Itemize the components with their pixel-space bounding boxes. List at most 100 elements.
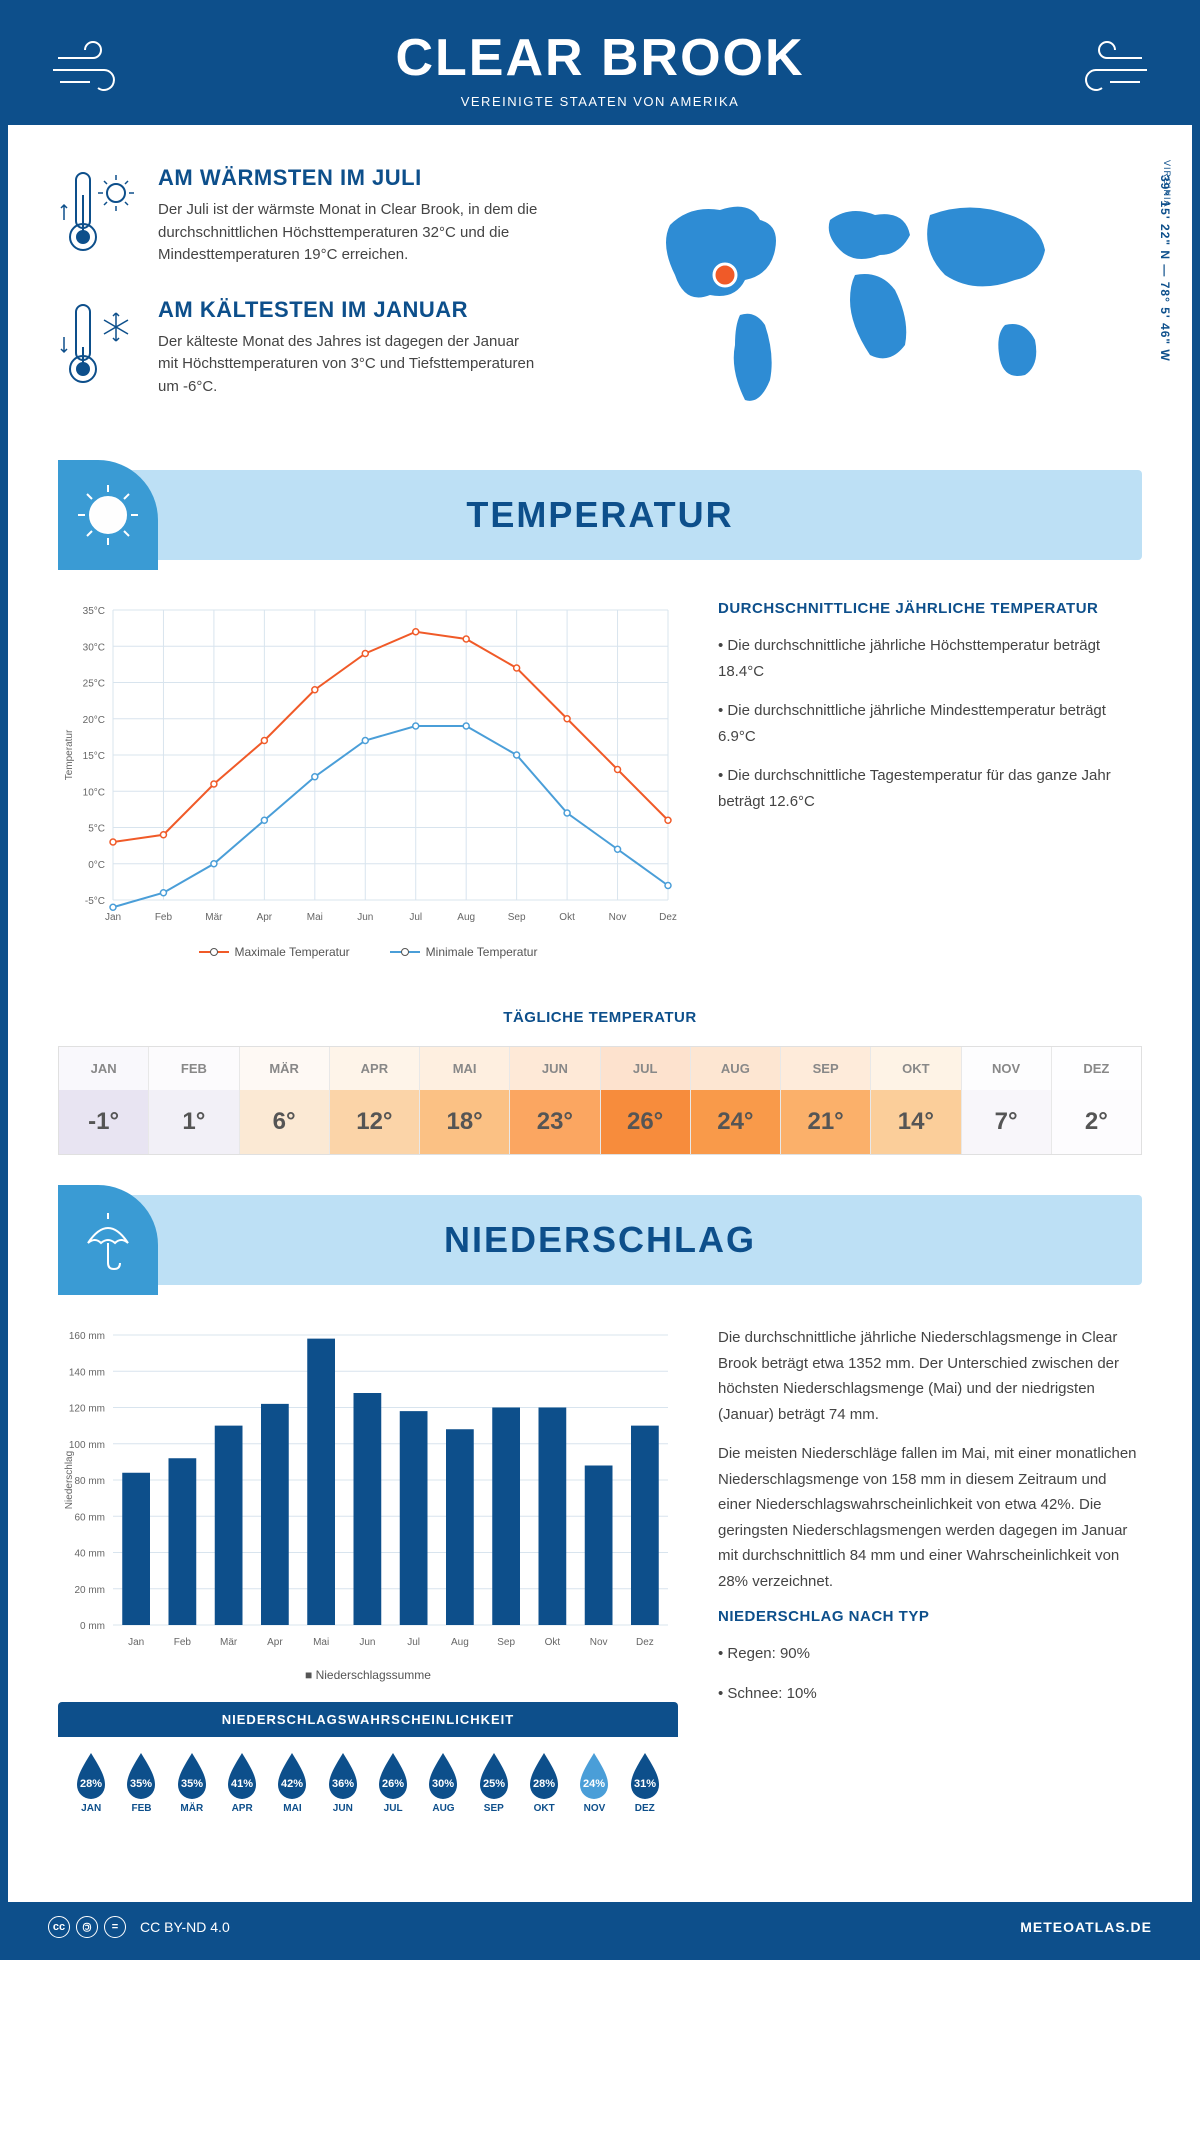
svg-text:Apr: Apr — [267, 1637, 283, 1648]
infographic-frame: CLEAR BROOK VEREINIGTE STAATEN VON AMERI… — [0, 0, 1200, 1960]
precip-para: Die durchschnittliche jährliche Niedersc… — [718, 1325, 1142, 1427]
svg-text:100 mm: 100 mm — [69, 1440, 105, 1451]
svg-text:140 mm: 140 mm — [69, 1367, 105, 1378]
header: CLEAR BROOK VEREINIGTE STAATEN VON AMERI… — [8, 8, 1192, 125]
svg-text:42%: 42% — [281, 1778, 303, 1790]
cc-icon: cc — [48, 1916, 70, 1938]
daily-title: TÄGLICHE TEMPERATUR — [58, 1009, 1142, 1026]
temp-banner: TEMPERATUR — [58, 470, 1142, 560]
svg-text:15°C: 15°C — [83, 751, 105, 762]
warm-fact: AM WÄRMSTEN IM JULI Der Juli ist der wär… — [58, 165, 580, 267]
svg-text:Mär: Mär — [220, 1637, 238, 1648]
daily-cell: MÄR6° — [240, 1047, 330, 1154]
daily-cell: JUN23° — [510, 1047, 600, 1154]
nd-icon: = — [104, 1916, 126, 1938]
svg-text:20°C: 20°C — [83, 715, 105, 726]
svg-text:Aug: Aug — [451, 1637, 469, 1648]
svg-text:Dez: Dez — [659, 912, 677, 923]
svg-text:80 mm: 80 mm — [74, 1476, 105, 1487]
daily-cell: APR12° — [330, 1047, 420, 1154]
svg-text:Jul: Jul — [409, 912, 422, 923]
svg-text:Temperatur: Temperatur — [64, 729, 75, 780]
svg-text:40 mm: 40 mm — [74, 1549, 105, 1560]
cc-license: cc 🄯 = CC BY-ND 4.0 — [48, 1916, 230, 1938]
svg-text:26%: 26% — [382, 1778, 404, 1790]
prob-cell: 31%DEZ — [620, 1749, 670, 1814]
daily-cell: DEZ2° — [1052, 1047, 1141, 1154]
facts-row: AM WÄRMSTEN IM JULI Der Juli ist der wär… — [58, 125, 1142, 470]
svg-text:28%: 28% — [80, 1778, 102, 1790]
prob-box: NIEDERSCHLAGSWAHRSCHEINLICHKEIT 28%JAN35… — [58, 1702, 678, 1822]
page-title: CLEAR BROOK — [8, 28, 1192, 88]
svg-text:Sep: Sep — [497, 1637, 515, 1648]
svg-text:30°C: 30°C — [83, 642, 105, 653]
temp-side: DURCHSCHNITTLICHE JÄHRLICHE TEMPERATUR D… — [718, 600, 1142, 959]
legend-min: Minimale Temperatur — [426, 945, 538, 959]
site-name: METEOATLAS.DE — [1020, 1919, 1152, 1935]
footer: cc 🄯 = CC BY-ND 4.0 METEOATLAS.DE — [8, 1902, 1192, 1952]
svg-text:41%: 41% — [231, 1778, 253, 1790]
by-icon: 🄯 — [76, 1916, 98, 1938]
prob-cell: 26%JUL — [368, 1749, 418, 1814]
daily-cell: FEB1° — [149, 1047, 239, 1154]
precip-section-title: NIEDERSCHLAG — [444, 1219, 756, 1261]
cold-title: AM KÄLTESTEN IM JANUAR — [158, 297, 538, 323]
svg-text:Jun: Jun — [357, 912, 373, 923]
svg-text:Apr: Apr — [257, 912, 273, 923]
daily-cell: OKT14° — [871, 1047, 961, 1154]
daily-cell: AUG24° — [691, 1047, 781, 1154]
daily-cell: SEP21° — [781, 1047, 871, 1154]
svg-text:Mär: Mär — [205, 912, 223, 923]
svg-text:Nov: Nov — [609, 912, 627, 923]
temp-bullet: Die durchschnittliche Tagestemperatur fü… — [718, 763, 1142, 814]
prob-cell: 28%JAN — [66, 1749, 116, 1814]
precip-type-bullet: Regen: 90% — [718, 1641, 1142, 1667]
prob-cell: 24%NOV — [569, 1749, 619, 1814]
svg-text:25%: 25% — [483, 1778, 505, 1790]
prob-cell: 42%MAI — [267, 1749, 317, 1814]
svg-text:Sep: Sep — [508, 912, 526, 923]
prob-title: NIEDERSCHLAGSWAHRSCHEINLICHKEIT — [58, 1702, 678, 1737]
prob-cell: 30%AUG — [418, 1749, 468, 1814]
wind-icon — [1062, 38, 1152, 103]
warm-title: AM WÄRMSTEN IM JULI — [158, 165, 538, 191]
svg-text:24%: 24% — [583, 1778, 605, 1790]
prob-cell: 25%SEP — [469, 1749, 519, 1814]
svg-text:35%: 35% — [181, 1778, 203, 1790]
precip-legend: ■ Niederschlagssumme — [58, 1668, 678, 1682]
svg-text:Feb: Feb — [174, 1637, 192, 1648]
svg-text:Okt: Okt — [559, 912, 575, 923]
svg-text:Okt: Okt — [545, 1637, 561, 1648]
daily-cell: JAN-1° — [59, 1047, 149, 1154]
precip-type-title: NIEDERSCHLAG NACH TYP — [718, 1608, 1142, 1625]
svg-text:Jul: Jul — [407, 1637, 420, 1648]
svg-text:0°C: 0°C — [88, 860, 105, 871]
svg-text:160 mm: 160 mm — [69, 1331, 105, 1342]
precip-para: Die meisten Niederschläge fallen im Mai,… — [718, 1441, 1142, 1594]
svg-text:Aug: Aug — [457, 912, 475, 923]
daily-temp-grid: JAN-1°FEB1°MÄR6°APR12°MAI18°JUN23°JUL26°… — [58, 1046, 1142, 1155]
svg-text:20 mm: 20 mm — [74, 1585, 105, 1596]
temp-legend: Maximale Temperatur Minimale Temperatur — [58, 945, 678, 959]
svg-text:10°C: 10°C — [83, 787, 105, 798]
prob-cell: 36%JUN — [318, 1749, 368, 1814]
svg-text:30%: 30% — [432, 1778, 454, 1790]
svg-text:Mai: Mai — [307, 912, 323, 923]
svg-text:Jan: Jan — [105, 912, 121, 923]
wind-icon — [48, 38, 138, 103]
daily-cell: JUL26° — [601, 1047, 691, 1154]
svg-text:Nov: Nov — [590, 1637, 608, 1648]
temp-section-title: TEMPERATUR — [466, 494, 733, 536]
svg-text:Jun: Jun — [359, 1637, 375, 1648]
legend-max: Maximale Temperatur — [235, 945, 350, 959]
precip-side: Die durchschnittliche jährliche Niedersc… — [718, 1325, 1142, 1822]
prob-cell: 35%FEB — [116, 1749, 166, 1814]
umbrella-tab-icon — [58, 1185, 158, 1295]
temp-bullet: Die durchschnittliche jährliche Höchstte… — [718, 633, 1142, 684]
svg-text:0 mm: 0 mm — [80, 1621, 105, 1632]
page-subtitle: VEREINIGTE STAATEN VON AMERIKA — [8, 94, 1192, 109]
svg-text:28%: 28% — [533, 1778, 555, 1790]
temp-side-title: DURCHSCHNITTLICHE JÄHRLICHE TEMPERATUR — [718, 600, 1142, 617]
temp-bullet: Die durchschnittliche jährliche Mindestt… — [718, 698, 1142, 749]
cold-body: Der kälteste Monat des Jahres ist dagege… — [158, 331, 538, 399]
